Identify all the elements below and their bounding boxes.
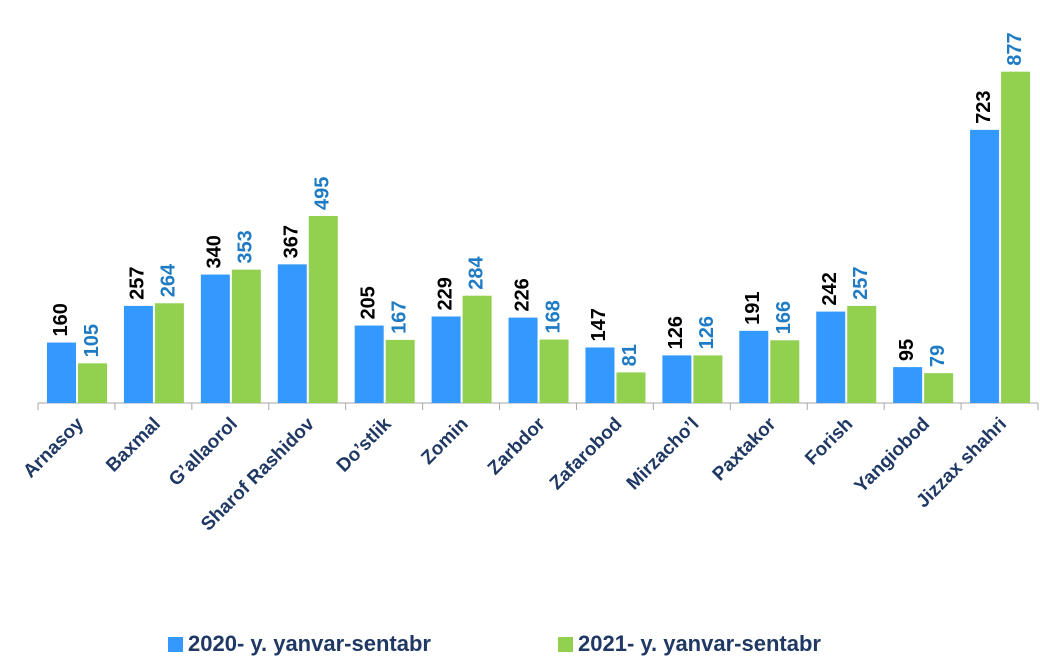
bar — [231, 269, 261, 403]
bar — [770, 340, 800, 403]
bar — [308, 216, 338, 403]
legend-label: 2021- y. yanvar-sentabr — [578, 631, 821, 656]
bar — [78, 363, 107, 403]
x-tick-label: Forish — [801, 414, 857, 470]
bar — [924, 373, 954, 403]
data-label: 95 — [896, 339, 918, 361]
bar — [508, 317, 538, 403]
data-label: 147 — [588, 308, 610, 341]
bar — [123, 305, 153, 403]
data-label: 242 — [819, 272, 841, 305]
bar — [970, 129, 1000, 403]
bar — [385, 339, 415, 403]
legend-label: 2020- y. yanvar-sentabr — [188, 631, 431, 656]
data-label: 226 — [511, 278, 533, 311]
bar — [816, 311, 846, 403]
data-label: 257 — [127, 267, 149, 300]
bar — [47, 342, 76, 403]
data-label: 229 — [434, 277, 456, 310]
data-label: 340 — [204, 235, 226, 268]
data-label: 191 — [742, 291, 764, 324]
data-label: 105 — [81, 324, 103, 357]
data-label: 81 — [619, 344, 641, 366]
x-tick-label: Arnasoy — [19, 413, 88, 482]
bar — [847, 305, 877, 403]
bar — [893, 367, 923, 403]
x-tick-label: Zarbdor — [484, 413, 550, 479]
bar — [277, 264, 307, 403]
data-label: 126 — [696, 316, 718, 349]
data-label: 126 — [665, 316, 687, 349]
bar — [693, 355, 723, 403]
x-tick-label: Zomin — [417, 414, 472, 469]
data-label: 723 — [973, 90, 995, 123]
data-label: 160 — [50, 303, 72, 336]
x-tick-label: Zafarobod — [546, 414, 627, 495]
x-tick-label: G’allaorol — [165, 414, 242, 491]
legend-swatch — [168, 637, 183, 652]
bar — [739, 330, 769, 403]
data-label: 264 — [158, 263, 180, 297]
x-tick-label: Mirzacho’l — [623, 414, 704, 495]
data-label: 367 — [281, 225, 303, 258]
bar — [200, 274, 230, 403]
data-label: 79 — [927, 345, 949, 367]
bar — [462, 295, 492, 403]
bar — [154, 303, 184, 403]
data-label: 168 — [542, 300, 564, 333]
bar — [354, 325, 384, 403]
bar — [539, 339, 569, 403]
data-label: 353 — [235, 230, 257, 263]
x-tick-label: Baxmal — [102, 414, 165, 477]
bar — [585, 347, 615, 403]
data-label: 205 — [357, 286, 379, 319]
data-label: 495 — [312, 177, 334, 210]
bar — [1001, 71, 1031, 403]
data-label: 284 — [465, 255, 487, 289]
data-label: 167 — [388, 301, 410, 334]
data-label: 877 — [1004, 32, 1026, 65]
x-tick-label: Paxtakor — [709, 413, 781, 485]
data-label: 257 — [850, 267, 872, 300]
x-tick-label: Yangiobod — [851, 414, 935, 498]
x-tick-label: Do’stlik — [333, 413, 396, 476]
bar — [616, 372, 646, 403]
legend-swatch — [558, 637, 573, 652]
bar — [431, 316, 461, 403]
data-label: 166 — [773, 301, 795, 334]
bar — [662, 355, 692, 403]
